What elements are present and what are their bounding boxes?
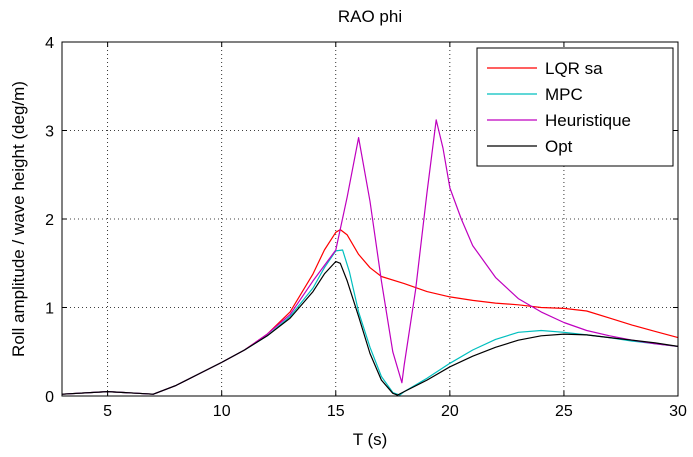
x-tick-label: 30 [669,403,687,420]
y-axis-label: Roll amplitude / wave height (deg/m) [9,81,28,357]
x-axis-label: T (s) [353,430,388,449]
series-line-lqr-sa [61,229,679,395]
y-tick-label: 3 [45,124,54,141]
legend-label-heuristique: Heuristique [545,111,631,130]
grid [62,42,678,396]
y-tick-label: 4 [45,35,54,52]
y-tick-label: 2 [45,212,54,229]
x-tick-label: 15 [327,403,345,420]
x-tick-label: 25 [555,403,573,420]
series-line-mpc [61,249,679,396]
x-tick-label: 20 [441,403,459,420]
chart-title: RAO phi [338,7,402,26]
legend-label-mpc: MPC [545,85,583,104]
series-layer [61,119,679,396]
y-tick-label: 1 [45,301,54,318]
legend-label-opt: Opt [545,137,573,156]
x-tick-label: 5 [103,403,112,420]
y-tick-label: 0 [45,389,54,406]
legend: LQR sa MPC Heuristique Opt [476,47,674,167]
ticks: 5 10 15 20 25 30 0 1 2 3 4 [45,35,687,420]
legend-label-lqr-sa: LQR sa [545,59,603,78]
series-line-opt [61,260,679,396]
x-tick-label: 10 [213,403,231,420]
